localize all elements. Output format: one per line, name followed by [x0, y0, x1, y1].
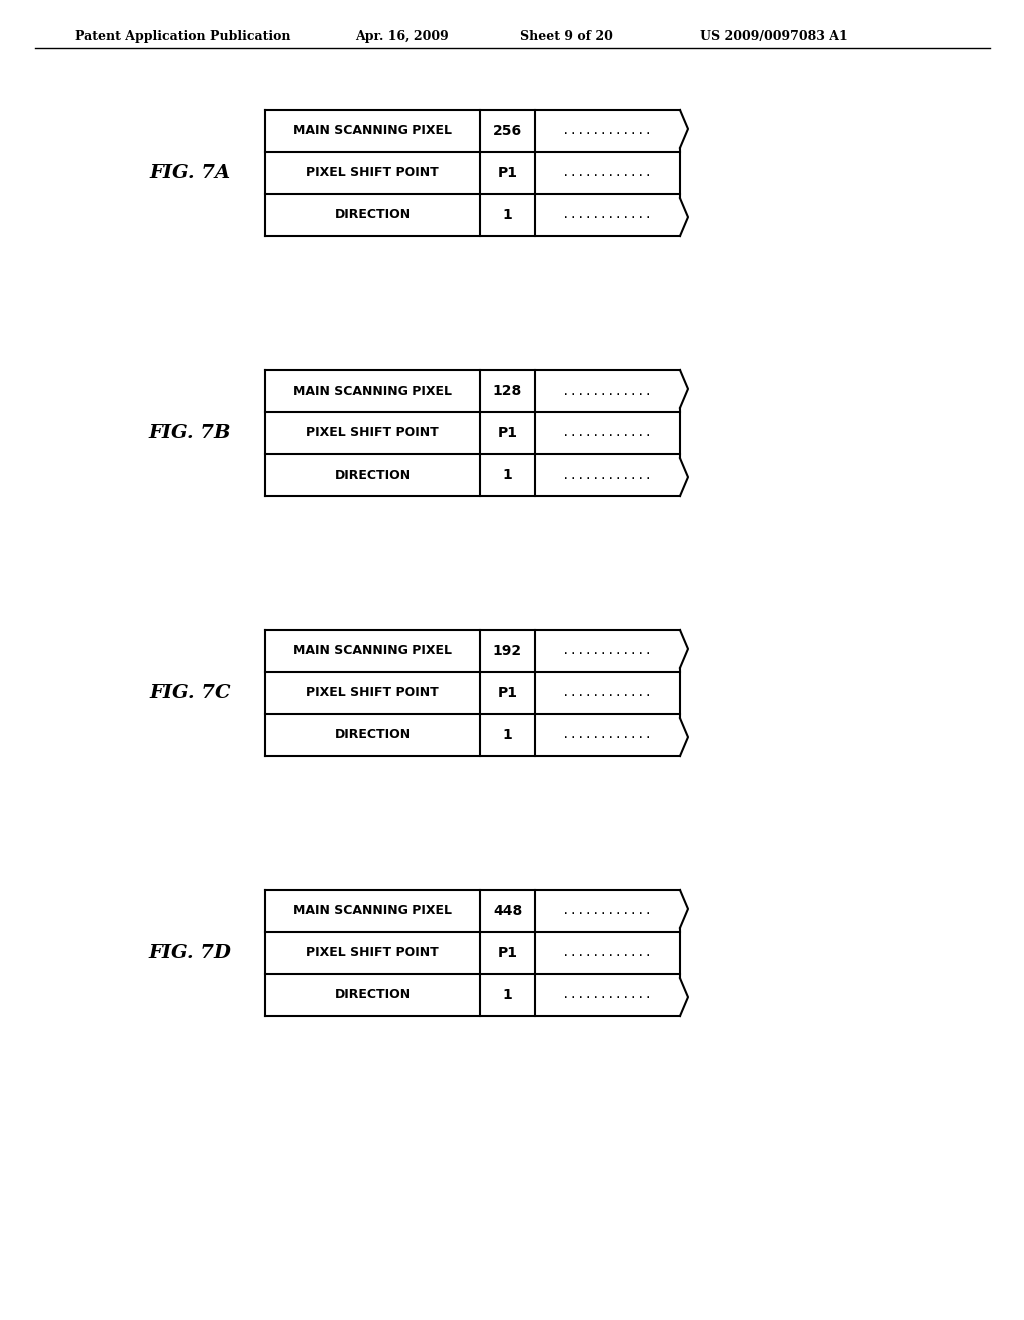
Text: MAIN SCANNING PIXEL: MAIN SCANNING PIXEL [293, 384, 452, 397]
Text: ............: ............ [562, 729, 652, 742]
Bar [265, 152, 680, 194]
Text: ............: ............ [562, 904, 652, 917]
Text: MAIN SCANNING PIXEL: MAIN SCANNING PIXEL [293, 904, 452, 917]
Text: ............: ............ [562, 426, 652, 440]
Text: ............: ............ [562, 469, 652, 482]
Text: PIXEL SHIFT POINT: PIXEL SHIFT POINT [306, 946, 439, 960]
Text: 1: 1 [503, 987, 512, 1002]
Text: DIRECTION: DIRECTION [335, 989, 411, 1002]
Bar [265, 412, 680, 454]
Bar [265, 370, 680, 412]
Text: ............: ............ [562, 686, 652, 700]
Text: ............: ............ [562, 644, 652, 657]
Text: 448: 448 [493, 904, 522, 917]
Text: ............: ............ [562, 209, 652, 222]
Text: FIG. 7C: FIG. 7C [150, 684, 230, 702]
Text: DIRECTION: DIRECTION [335, 729, 411, 742]
Bar [265, 932, 680, 974]
Text: 128: 128 [493, 384, 522, 399]
Text: ............: ............ [562, 124, 652, 137]
Text: P1: P1 [498, 166, 517, 180]
Text: US 2009/0097083 A1: US 2009/0097083 A1 [700, 30, 848, 44]
Text: FIG. 7A: FIG. 7A [150, 164, 230, 182]
Text: 1: 1 [503, 469, 512, 482]
Bar [265, 672, 680, 714]
Bar [265, 454, 680, 496]
Text: ............: ............ [562, 946, 652, 960]
Text: DIRECTION: DIRECTION [335, 469, 411, 482]
Text: ............: ............ [562, 384, 652, 397]
Text: MAIN SCANNING PIXEL: MAIN SCANNING PIXEL [293, 644, 452, 657]
Text: P1: P1 [498, 946, 517, 960]
Text: 256: 256 [493, 124, 522, 139]
Text: FIG. 7B: FIG. 7B [148, 424, 231, 442]
Text: Sheet 9 of 20: Sheet 9 of 20 [520, 30, 613, 44]
Bar [265, 110, 680, 152]
Text: PIXEL SHIFT POINT: PIXEL SHIFT POINT [306, 686, 439, 700]
Bar [265, 974, 680, 1016]
Text: DIRECTION: DIRECTION [335, 209, 411, 222]
Text: ............: ............ [562, 166, 652, 180]
Text: ............: ............ [562, 989, 652, 1002]
Text: Apr. 16, 2009: Apr. 16, 2009 [355, 30, 449, 44]
Text: PIXEL SHIFT POINT: PIXEL SHIFT POINT [306, 426, 439, 440]
Text: P1: P1 [498, 686, 517, 700]
Text: 1: 1 [503, 729, 512, 742]
Bar [265, 890, 680, 932]
Text: FIG. 7D: FIG. 7D [148, 944, 231, 962]
Bar [265, 714, 680, 756]
Text: PIXEL SHIFT POINT: PIXEL SHIFT POINT [306, 166, 439, 180]
Text: 192: 192 [493, 644, 522, 657]
Text: P1: P1 [498, 426, 517, 440]
Text: 1: 1 [503, 209, 512, 222]
Bar [265, 194, 680, 236]
Text: Patent Application Publication: Patent Application Publication [75, 30, 291, 44]
Text: MAIN SCANNING PIXEL: MAIN SCANNING PIXEL [293, 124, 452, 137]
Bar [265, 630, 680, 672]
